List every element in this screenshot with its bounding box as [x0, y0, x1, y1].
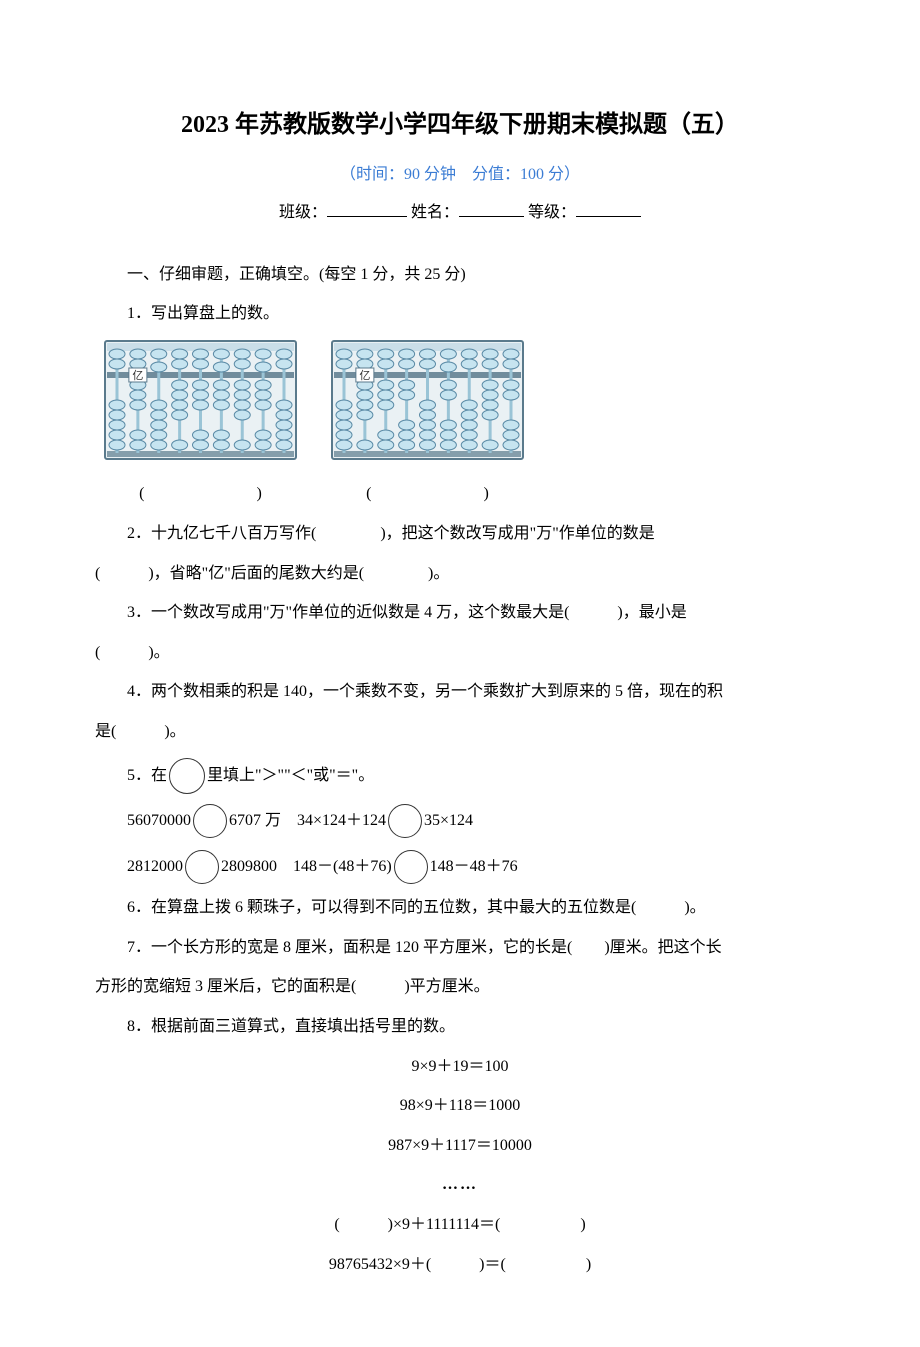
abacus-2: 亿 — [330, 339, 525, 461]
abacus-2-wrapper: 亿 ( ) — [330, 339, 525, 511]
eq-dots: …… — [95, 1168, 825, 1202]
class-blank[interactable] — [327, 201, 407, 217]
circle-icon[interactable] — [193, 804, 227, 838]
q5-r2-a: 2812000 — [127, 858, 183, 875]
circle-icon[interactable] — [394, 850, 428, 884]
q4-line2: 是( )。 — [95, 715, 825, 749]
svg-text:亿: 亿 — [359, 369, 370, 382]
q5-intro-a: 5．在 — [127, 767, 167, 784]
q8-text: 8．根据前面三道算式，直接填出括号里的数。 — [95, 1010, 825, 1044]
q2-line1: 2．十九亿七千八百万写作( )，把这个数改写成用"万"作单位的数是 — [95, 517, 825, 551]
abacus-2-answer[interactable]: ( ) — [330, 477, 525, 511]
q6-text: 6．在算盘上拨 6 颗珠子，可以得到不同的五位数，其中最大的五位数是( )。 — [95, 891, 825, 925]
q5-r2-c: 148－48＋76 — [430, 858, 518, 875]
eq-2: 98×9＋118＝1000 — [95, 1089, 825, 1123]
eq-3: 987×9＋1117＝10000 — [95, 1129, 825, 1163]
q2-line2: ( )，省略"亿"后面的尾数大约是( )。 — [95, 557, 825, 591]
exam-subtitle: （时间：90 分钟 分值：100 分） — [95, 158, 825, 192]
q5-intro-b: 里填上"＞""＜"或"＝"。 — [207, 767, 374, 784]
q5-r1-a: 56070000 — [127, 812, 191, 829]
q5-row1: 56070000 6707 万 34×124＋124 35×124 — [95, 800, 825, 842]
section-1-heading: 一、仔细审题，正确填空。(每空 1 分，共 25 分) — [95, 258, 825, 292]
q5-r2-b: 2809800 148－(48＋76) — [221, 858, 392, 875]
svg-text:亿: 亿 — [132, 369, 143, 382]
abacus-1-wrapper: 亿 ( ) — [103, 339, 298, 511]
q7-line2: 方形的宽缩短 3 厘米后，它的面积是( )平方厘米。 — [95, 970, 825, 1004]
class-label: 班级： — [279, 204, 327, 221]
circle-icon[interactable] — [388, 804, 422, 838]
grade-blank[interactable] — [576, 201, 641, 217]
eq-1: 9×9＋19＝100 — [95, 1050, 825, 1084]
q3-line2: ( )。 — [95, 636, 825, 670]
circle-icon[interactable] — [169, 758, 205, 794]
q1-text: 1．写出算盘上的数。 — [95, 297, 825, 331]
abacus-1-answer[interactable]: ( ) — [103, 477, 298, 511]
name-blank[interactable] — [459, 201, 524, 217]
q7-line1: 7．一个长方形的宽是 8 厘米，面积是 120 平方厘米，它的长是( )厘米。把… — [95, 931, 825, 965]
grade-label: 等级： — [528, 204, 576, 221]
name-label: 姓名： — [411, 204, 459, 221]
eq-5: 98765432×9＋( )＝( ) — [95, 1248, 825, 1282]
student-info-line: 班级： 姓名： 等级： — [95, 196, 825, 230]
q5-intro: 5．在 里填上"＞""＜"或"＝"。 — [95, 755, 825, 797]
q5-row2: 2812000 2809800 148－(48＋76) 148－48＋76 — [95, 846, 825, 888]
q5-r1-b: 6707 万 34×124＋124 — [229, 812, 386, 829]
abacus-row: 亿 ( ) 亿 ( ) — [95, 339, 825, 511]
q4-line1: 4．两个数相乘的积是 140，一个乘数不变，另一个乘数扩大到原来的 5 倍，现在… — [95, 675, 825, 709]
abacus-1: 亿 — [103, 339, 298, 461]
eq-4: ( )×9＋1111114＝( ) — [95, 1208, 825, 1242]
circle-icon[interactable] — [185, 850, 219, 884]
q3-line1: 3．一个数改写成用"万"作单位的近似数是 4 万，这个数最大是( )，最小是 — [95, 596, 825, 630]
q5-r1-c: 35×124 — [424, 812, 473, 829]
page-title: 2023 年苏教版数学小学四年级下册期末模拟题（五） — [95, 100, 825, 150]
